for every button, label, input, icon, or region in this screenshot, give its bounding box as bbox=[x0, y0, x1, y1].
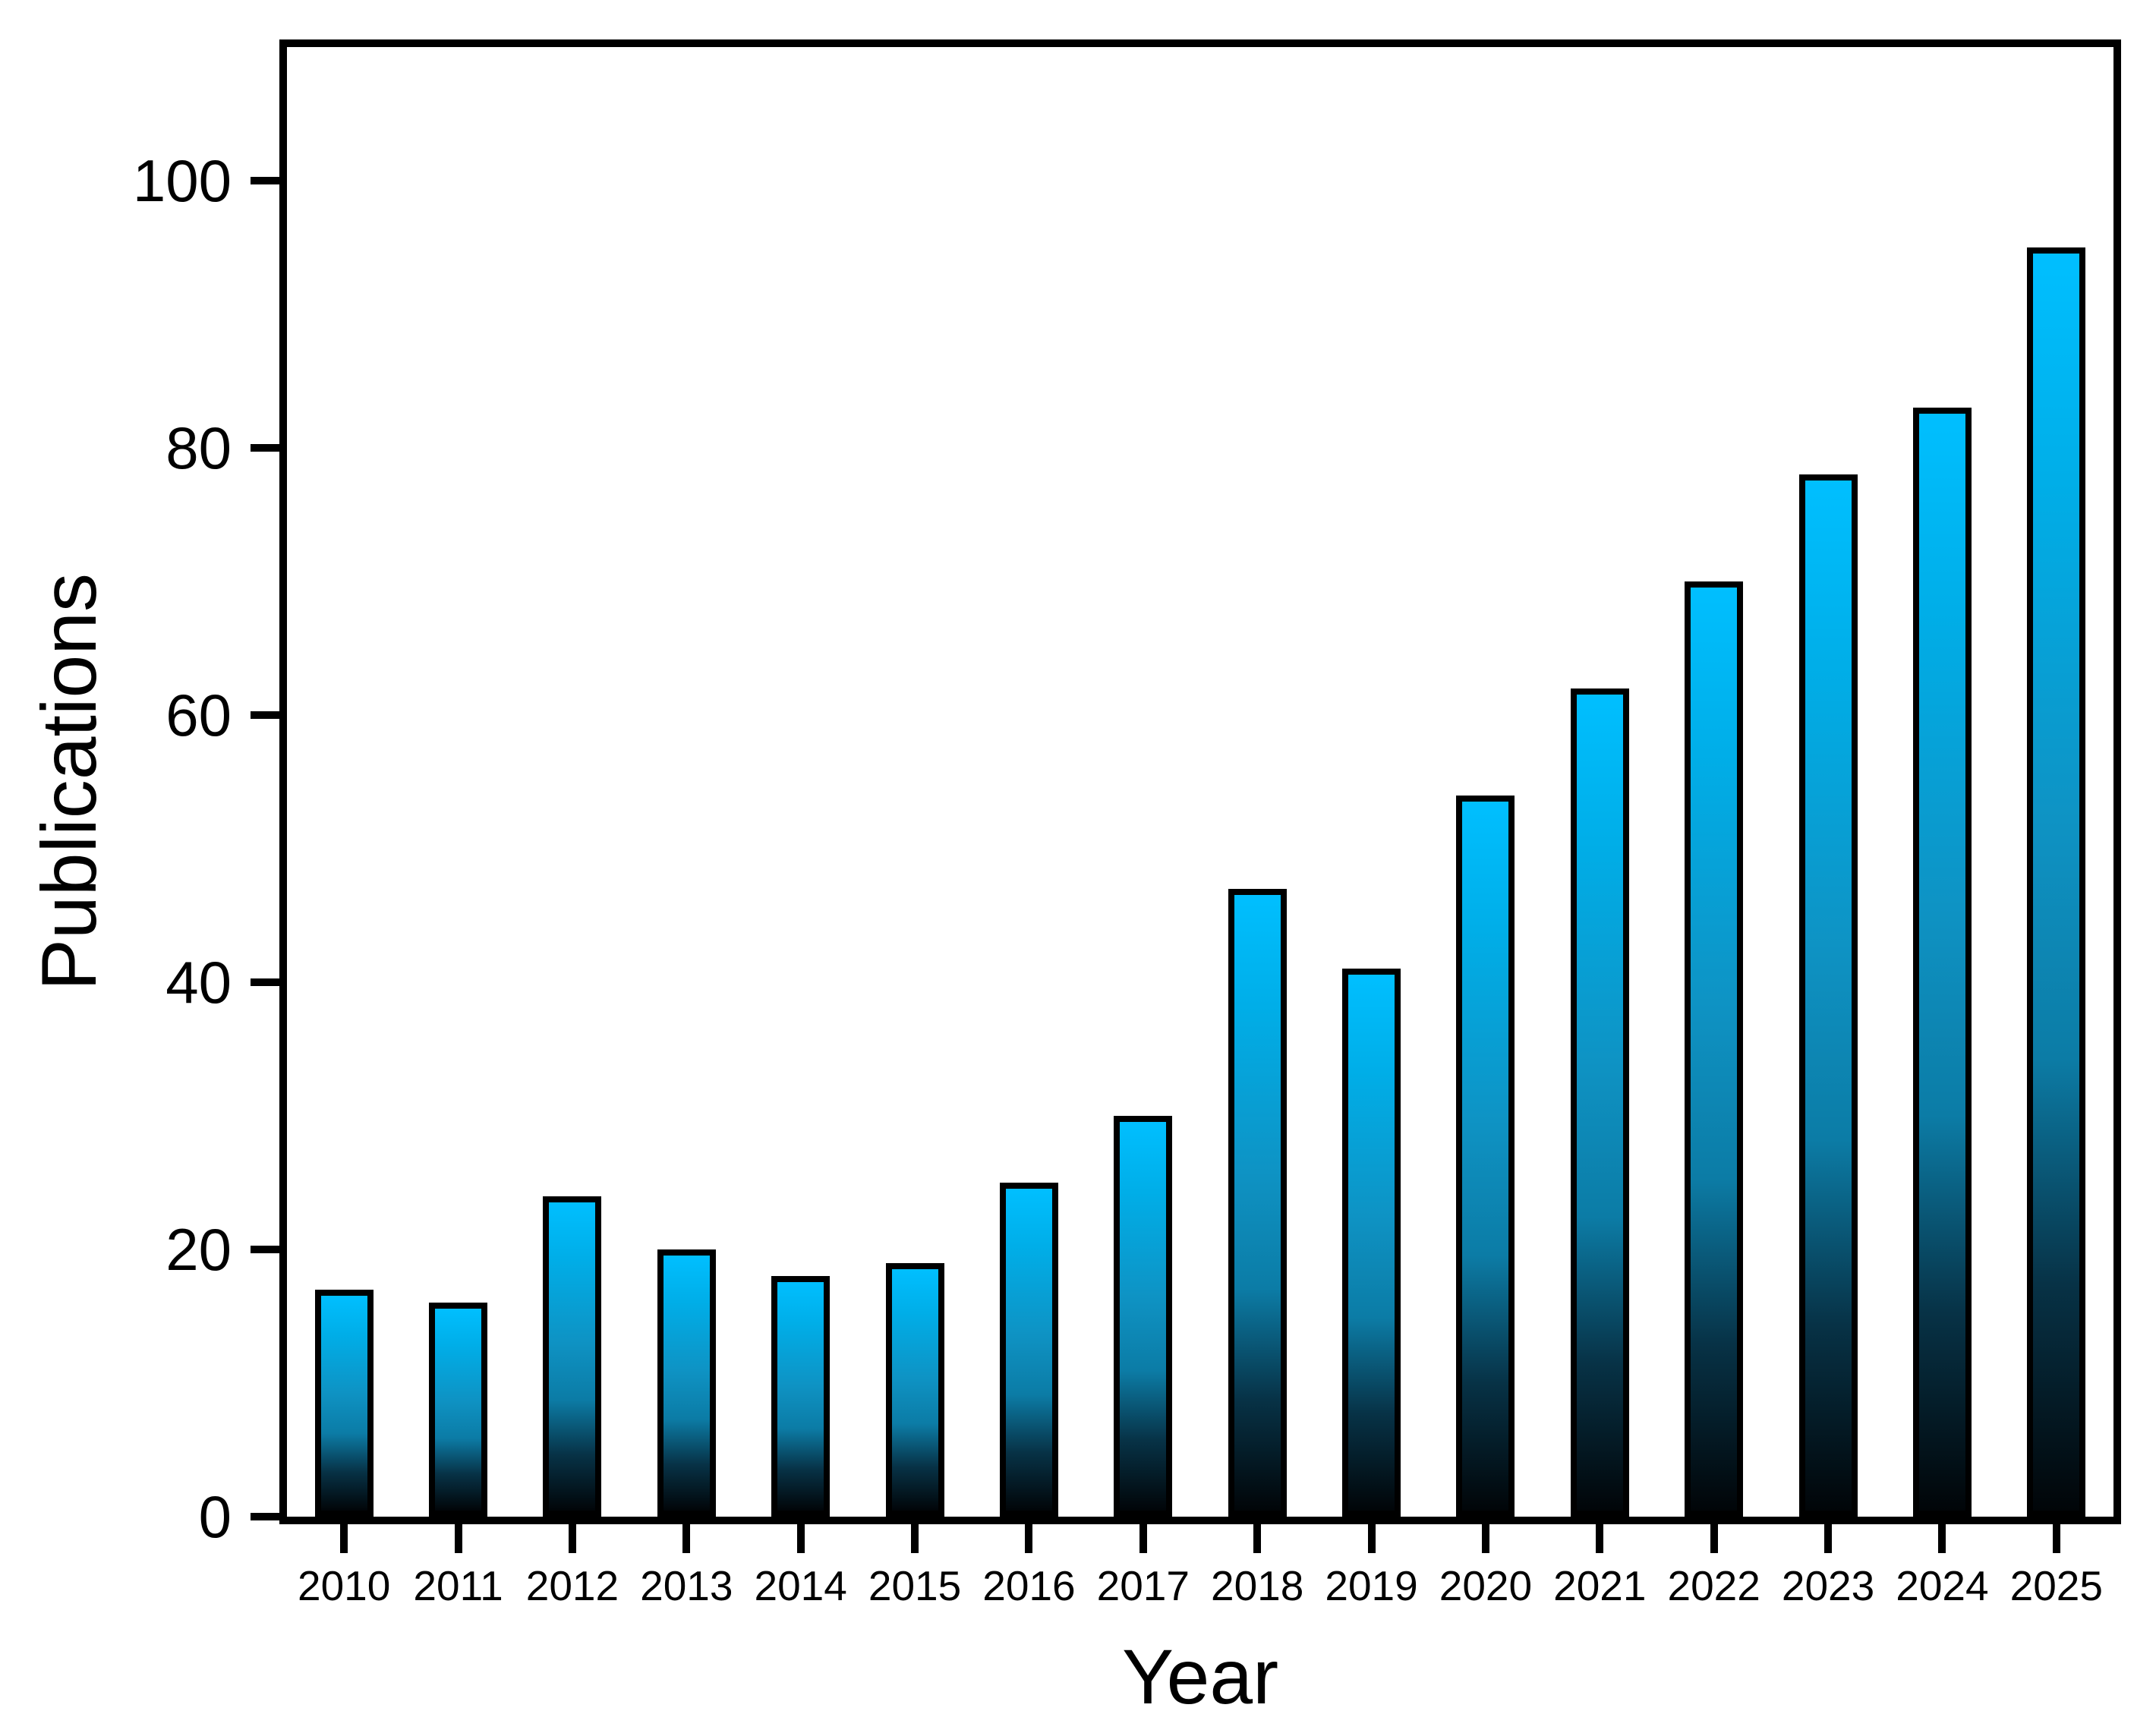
y-tick-label-80: 80 bbox=[165, 414, 232, 481]
x-tick-2016 bbox=[1025, 1524, 1033, 1553]
x-tick-label-2018: 2018 bbox=[1211, 1562, 1304, 1609]
bar-2017 bbox=[1114, 1116, 1173, 1517]
bar-2019 bbox=[1342, 969, 1401, 1517]
x-tick-2022 bbox=[1710, 1524, 1718, 1553]
bar-2018 bbox=[1228, 888, 1287, 1517]
x-tick-label-2023: 2023 bbox=[1781, 1562, 1875, 1609]
y-tick-0 bbox=[251, 1513, 279, 1520]
y-axis-title: Publications bbox=[26, 573, 112, 991]
x-tick-2014 bbox=[796, 1524, 805, 1553]
x-tick-2021 bbox=[1596, 1524, 1604, 1553]
bar-2015 bbox=[885, 1262, 944, 1517]
bar-2013 bbox=[657, 1249, 716, 1517]
x-tick-label-2011: 2011 bbox=[413, 1562, 503, 1609]
x-tick-2012 bbox=[568, 1524, 576, 1553]
x-tick-label-2017: 2017 bbox=[1096, 1562, 1190, 1609]
x-tick-label-2019: 2019 bbox=[1325, 1562, 1418, 1609]
bar-2024 bbox=[1912, 408, 1972, 1517]
y-tick-100 bbox=[251, 177, 279, 184]
x-tick-label-2016: 2016 bbox=[982, 1562, 1076, 1609]
x-tick-label-2021: 2021 bbox=[1553, 1562, 1647, 1609]
y-tick-label-60: 60 bbox=[165, 682, 232, 748]
x-tick-2013 bbox=[682, 1524, 691, 1553]
bar-2025 bbox=[2027, 247, 2086, 1517]
y-tick-60 bbox=[251, 711, 279, 719]
bar-2021 bbox=[1570, 688, 1629, 1517]
x-tick-2020 bbox=[1481, 1524, 1489, 1553]
x-tick-2017 bbox=[1139, 1524, 1147, 1553]
x-tick-label-2014: 2014 bbox=[754, 1562, 847, 1609]
bar-2014 bbox=[771, 1276, 831, 1517]
bar-2011 bbox=[429, 1303, 488, 1517]
x-tick-label-2015: 2015 bbox=[868, 1562, 962, 1609]
x-tick-2019 bbox=[1367, 1524, 1376, 1553]
bar-2020 bbox=[1456, 795, 1515, 1517]
x-tick-2023 bbox=[1824, 1524, 1833, 1553]
x-tick-label-2020: 2020 bbox=[1439, 1562, 1533, 1609]
bar-2016 bbox=[999, 1183, 1058, 1517]
y-tick-40 bbox=[251, 978, 279, 986]
y-tick-label-100: 100 bbox=[132, 147, 232, 214]
x-tick-label-2025: 2025 bbox=[2009, 1562, 2103, 1609]
bar-2010 bbox=[314, 1289, 374, 1517]
x-tick-2010 bbox=[340, 1524, 348, 1553]
bar-2012 bbox=[543, 1196, 602, 1517]
x-tick-label-2010: 2010 bbox=[298, 1562, 391, 1609]
bar-2023 bbox=[1798, 474, 1858, 1517]
x-tick-2024 bbox=[1938, 1524, 1946, 1553]
bar-2022 bbox=[1685, 581, 1744, 1517]
x-tick-label-2024: 2024 bbox=[1896, 1562, 1989, 1609]
x-tick-label-2022: 2022 bbox=[1667, 1562, 1760, 1609]
x-axis-title: Year bbox=[1121, 1634, 1279, 1720]
x-tick-2018 bbox=[1253, 1524, 1262, 1553]
y-tick-label-20: 20 bbox=[165, 1216, 232, 1283]
y-tick-label-40: 40 bbox=[165, 949, 232, 1016]
x-tick-2011 bbox=[454, 1524, 462, 1553]
x-tick-2025 bbox=[2052, 1524, 2060, 1553]
x-tick-label-2012: 2012 bbox=[525, 1562, 619, 1609]
y-tick-80 bbox=[251, 444, 279, 452]
x-tick-label-2013: 2013 bbox=[640, 1562, 733, 1609]
y-tick-20 bbox=[251, 1246, 279, 1253]
x-tick-2015 bbox=[911, 1524, 919, 1553]
y-tick-label-0: 0 bbox=[198, 1483, 232, 1550]
